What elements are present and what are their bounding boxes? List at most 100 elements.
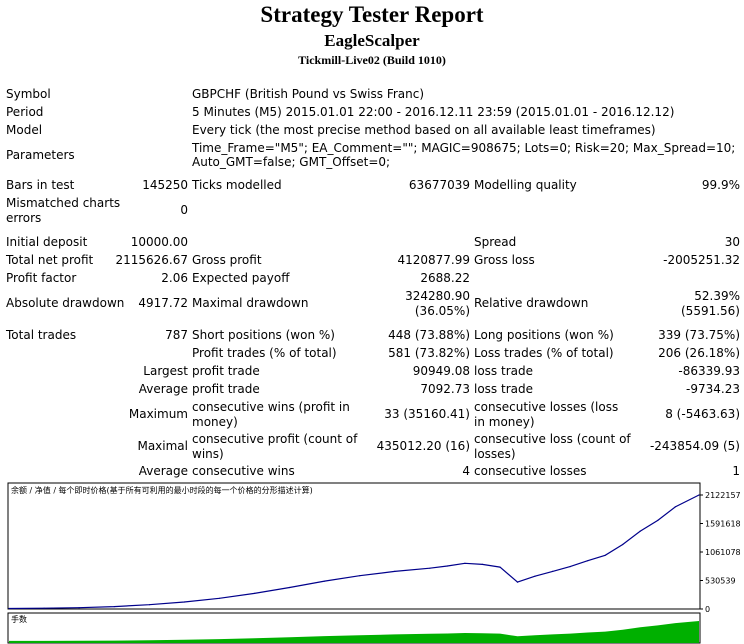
balance-point [113, 606, 115, 608]
maximal-consecutive-loss-value: -243854.09 (5) [649, 439, 740, 453]
expected-payoff-label: Expected payoff [192, 271, 290, 285]
average-consecutive-losses-value: 1 [732, 464, 740, 478]
profit-trades-value: 581 (73.82%) [388, 346, 470, 360]
balance-point [674, 506, 676, 508]
volume-area [9, 621, 699, 643]
parameters-line2: Auto_GMT=false; GMT_Offset=0; [192, 155, 391, 169]
balance-point [43, 607, 45, 609]
chart-legend: 余额 / 净值 / 每个即时价格(基于所有可利用的最小时段的每一个价格的分形描述… [11, 485, 313, 495]
relative-drawdown-label: Relative drawdown [474, 296, 589, 310]
balance-chart: 余额 / 净值 / 每个即时价格(基于所有可利用的最小时段的每一个价格的分形描述… [7, 482, 741, 644]
maximal-drawdown-label: Maximal drawdown [192, 296, 309, 310]
max-consecutive-losses-value: 8 (-5463.63) [665, 407, 740, 421]
mismatch-value: 0 [180, 203, 188, 217]
expert-name: EagleScalper [324, 31, 420, 50]
balance-point [289, 586, 291, 589]
absolute-drawdown-label: Absolute drawdown [6, 296, 125, 310]
quality-label: Modelling quality [474, 178, 577, 192]
balance-point [148, 604, 150, 606]
short-positions-value: 448 (73.88%) [388, 328, 470, 342]
balance-point [604, 554, 606, 556]
gross-profit-label: Gross profit [192, 253, 262, 267]
y-tick-label: 1061078 [705, 548, 741, 557]
largest-label: Largest [143, 364, 188, 378]
total-trades-value: 787 [165, 328, 188, 342]
max-consecutive-losses-label: consecutive losses (loss in money) [474, 400, 619, 429]
balance-point [359, 575, 361, 577]
long-positions-value: 339 (73.75%) [658, 328, 740, 342]
bars-value: 145250 [142, 178, 188, 192]
model-value: Every tick (the most precise method base… [192, 123, 656, 137]
largest-loss-value: -86339.93 [678, 364, 740, 378]
maximal-drawdown-percent: (36.05%) [414, 304, 470, 318]
balance-point [499, 566, 501, 568]
balance-point [587, 560, 589, 562]
balance-point [8, 607, 10, 610]
maximal-label: Maximal [137, 439, 188, 453]
average-profit-value: 7092.73 [420, 382, 470, 396]
gross-loss-value: -2005251.32 [663, 253, 740, 267]
largest-profit-value: 90949.08 [412, 364, 470, 378]
profit-trades-label: Profit trades (% of total) [192, 346, 337, 360]
average-consecutive-losses-label: consecutive losses [474, 464, 587, 478]
loss-trades-value: 206 (26.18%) [658, 346, 740, 360]
quality-value: 99.9% [701, 178, 740, 192]
y-tick-label: 1591618 [705, 520, 741, 529]
bars-label: Bars in test [6, 178, 75, 192]
balance-point [516, 581, 519, 583]
average-profit-label: profit trade [192, 382, 260, 396]
gross-loss-label: Gross loss [474, 253, 535, 267]
expected-payoff-value: 2688.22 [420, 271, 470, 285]
average-label: Average [138, 382, 188, 396]
balance-point [429, 567, 431, 569]
balance-point [657, 519, 659, 521]
balance-point [464, 562, 466, 564]
balance-point [78, 607, 80, 609]
absolute-drawdown-value: 4917.72 [138, 296, 188, 310]
largest-profit-label: profit trade [192, 364, 260, 378]
balance-point [639, 530, 641, 532]
balance-point [253, 592, 256, 594]
average-loss-label: loss trade [474, 382, 533, 396]
balance-point [324, 580, 326, 582]
deposit-value: 10000.00 [130, 235, 188, 249]
balance-point [183, 601, 185, 603]
y-tick-label: 0 [705, 605, 710, 614]
period-value: 5 Minutes (M5) 2015.01.01 22:00 - 2016.1… [192, 105, 675, 119]
average-consecutive-label: Average [138, 464, 188, 478]
balance-point [552, 570, 554, 572]
average-consecutive-wins-label: consecutive wins [192, 464, 295, 478]
relative-drawdown-value: 52.39% [694, 289, 740, 303]
parameters-label: Parameters [6, 148, 75, 162]
long-positions-label: Long positions (won %) [474, 328, 614, 342]
average-loss-value: -9734.23 [686, 382, 740, 396]
max-consecutive-wins-label: consecutive wins (profit in money) [192, 400, 350, 429]
balance-point [569, 566, 571, 568]
plot-frame [7, 482, 701, 610]
loss-trades-label: Loss trades (% of total) [474, 346, 614, 360]
balance-point [481, 563, 483, 565]
net-profit-value: 2115626.67 [115, 253, 188, 267]
symbol-value: GBPCHF (British Pound vs Swiss Franc) [192, 87, 425, 101]
server-build: Tickmill-Live02 (Build 1010) [298, 53, 446, 67]
maximal-drawdown-value: 324280.90 [405, 289, 470, 303]
model-label: Model [6, 123, 43, 137]
period-label: Period [6, 105, 44, 119]
maximal-consecutive-loss-label: consecutive loss (count of losses) [474, 432, 631, 461]
symbol-label: Symbol [6, 87, 51, 101]
max-consecutive-wins-value: 33 (35160.41) [384, 407, 470, 421]
y-tick-label: 2122157 [705, 491, 741, 500]
balance-point [446, 565, 448, 567]
parameters-line1: Time_Frame="M5"; EA_Comment=""; MAGIC=90… [192, 141, 736, 155]
gross-profit-value: 4120877.99 [397, 253, 470, 267]
report-title: Strategy Tester Report [260, 2, 484, 27]
balance-point [622, 543, 624, 546]
balance-point [698, 494, 700, 496]
average-consecutive-wins-value: 4 [462, 464, 470, 478]
net-profit-label: Total net profit [6, 253, 94, 267]
spread-label: Spread [474, 235, 517, 249]
balance-point [394, 570, 396, 572]
ticks-label: Ticks modelled [192, 178, 282, 192]
maximal-consecutive-profit-label: consecutive profit (count of wins) [192, 432, 358, 461]
spread-value: 30 [724, 235, 740, 249]
